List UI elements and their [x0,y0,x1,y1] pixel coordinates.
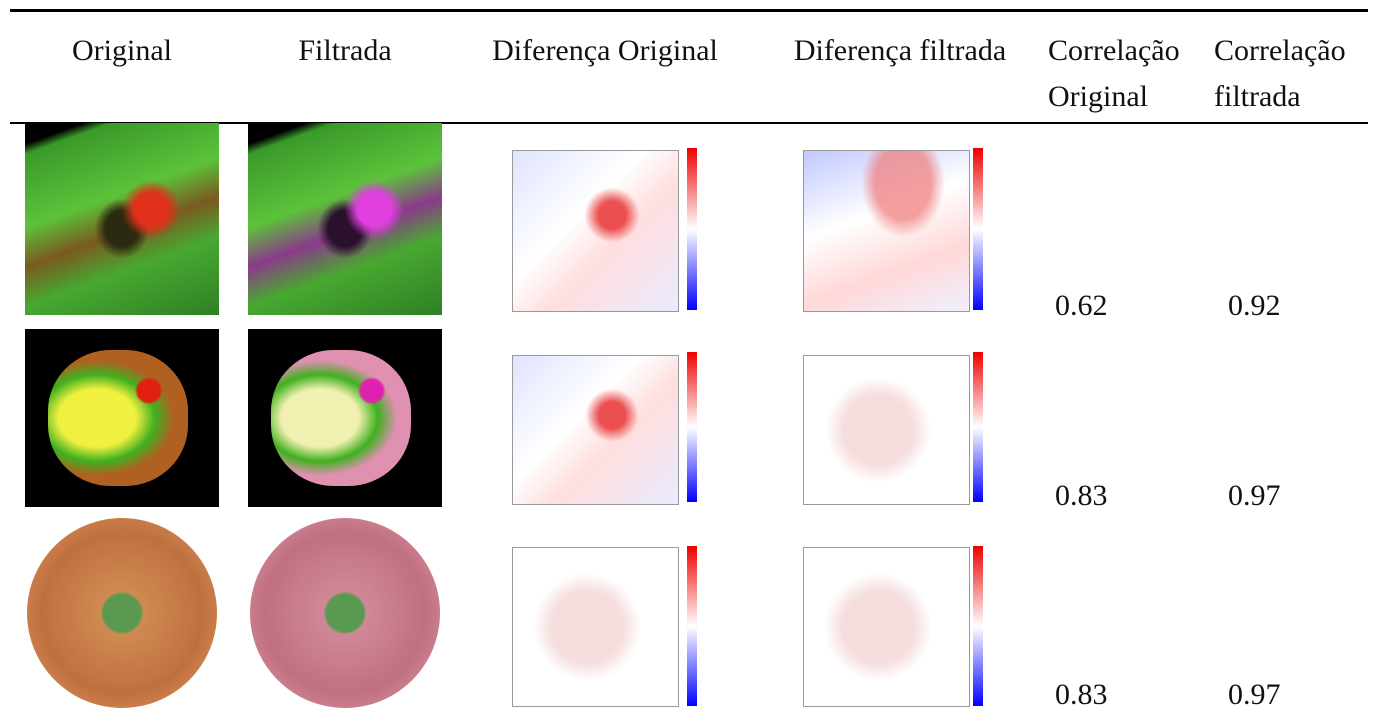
correlation-original: 0.83 [1055,677,1108,713]
colorbar [687,352,697,502]
header: Correlação Original [1048,28,1198,120]
correlation-filtered: 0.97 [1228,677,1281,713]
top-rule [10,9,1368,12]
table-page: Original Filtrada Diferença Original Dif… [0,0,1378,721]
image-filtered [250,518,440,708]
colorbar [687,546,697,706]
colorbar [687,148,697,310]
colorbar [973,352,983,502]
diff-map [803,150,970,312]
diff-map [803,355,970,505]
header: Filtrada [245,28,445,74]
header: Correlação filtrada [1214,28,1364,120]
diff-map [512,547,679,707]
colorbar [973,546,983,706]
image-original [27,518,217,708]
diff-map [512,355,679,505]
correlation-filtered: 0.97 [1228,478,1281,514]
correlation-original: 0.83 [1055,478,1108,514]
header: Diferença filtrada [765,28,1035,74]
image-original [25,329,219,507]
image-filtered [248,123,442,315]
correlation-filtered: 0.92 [1228,288,1281,324]
diff-map [512,150,679,312]
image-filtered [248,329,442,507]
correlation-original: 0.62 [1055,288,1108,324]
image-original [25,123,219,315]
header: Original [22,28,222,74]
diff-map [803,547,970,707]
header: Diferença Original [470,28,740,74]
colorbar [973,148,983,310]
